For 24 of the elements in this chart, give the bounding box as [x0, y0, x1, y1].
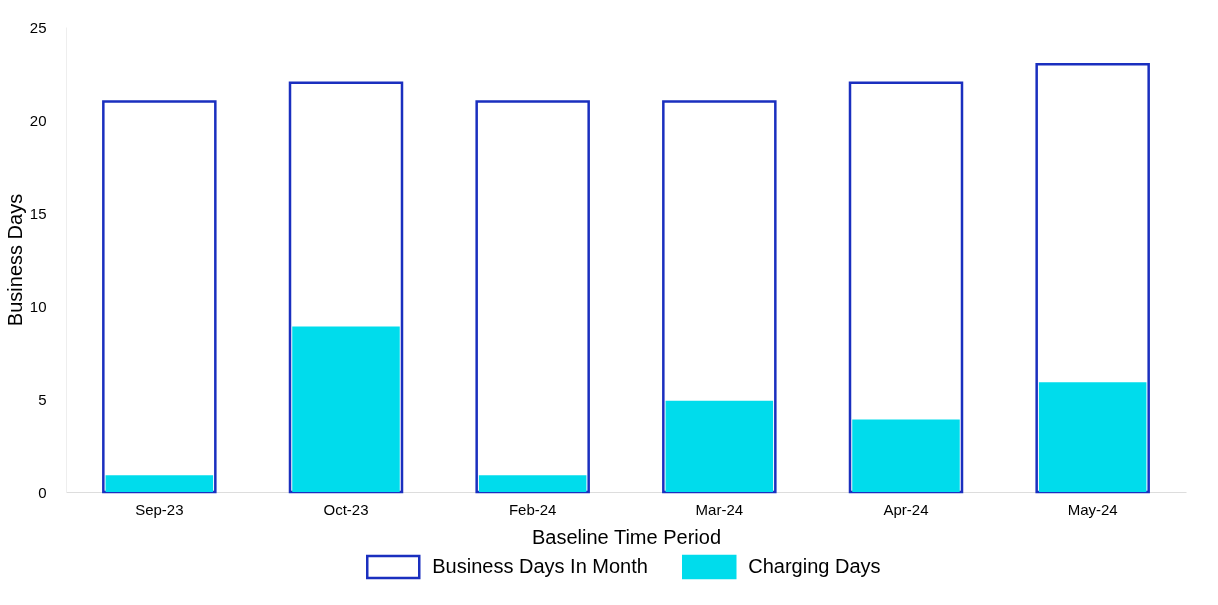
y-axis-title: Business Days — [3, 193, 26, 327]
y-tick-label: 5 — [38, 390, 47, 408]
bar — [852, 419, 960, 492]
x-tick-label: Mar-24 — [695, 500, 744, 518]
x-tick-label: Feb-24 — [508, 500, 557, 518]
legend-label: Business Days In Month — [432, 555, 648, 577]
x-axis-title: Baseline Time Period — [532, 525, 721, 548]
y-tick-label: 0 — [38, 483, 47, 501]
bar — [475, 100, 590, 494]
bar — [478, 475, 587, 492]
bar — [665, 400, 774, 492]
y-tick-label: 15 — [29, 204, 47, 222]
x-tick-label: May-24 — [1067, 500, 1118, 518]
legend-label: Charging Days — [748, 555, 881, 577]
x-tick-label: Sep-23 — [135, 500, 184, 518]
bar — [1038, 382, 1147, 492]
x-tick-label: Oct-23 — [323, 500, 369, 518]
bar — [105, 475, 214, 492]
x-tick-label: Apr-24 — [883, 500, 929, 518]
y-tick-label: 20 — [29, 111, 47, 129]
bar — [292, 326, 400, 492]
y-tick-label: 10 — [29, 297, 47, 315]
y-tick-label: 25 — [29, 18, 47, 36]
bar — [102, 100, 217, 494]
